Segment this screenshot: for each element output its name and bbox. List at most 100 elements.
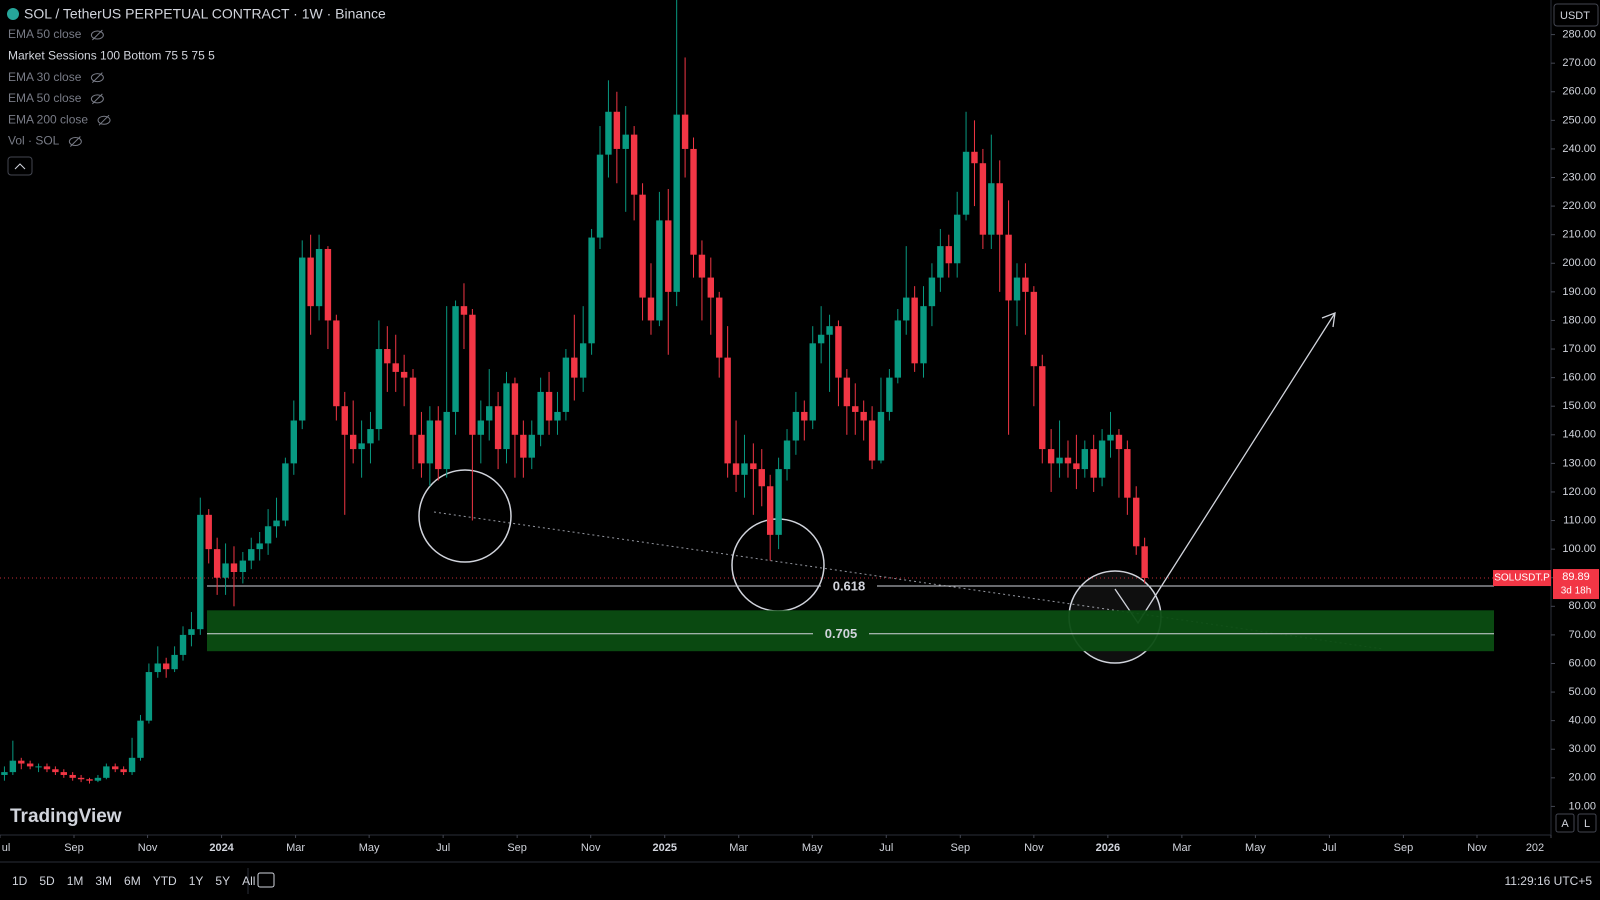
candle-body [741,463,748,475]
candle-body [766,486,774,535]
candle-body [520,434,527,458]
x-tick-label: 2025 [652,842,676,854]
candle-body [52,769,59,773]
circle-marker [418,469,512,563]
plot-area: 0.618 0.705 10.00 20.00 30.00 40.00 50.00 60.00… [0,0,1599,854]
candle-body [868,420,876,461]
range-button[interactable]: 1Y [189,874,204,888]
candle-body [384,349,391,364]
candle-body [716,297,723,358]
candle-body [477,420,485,435]
range-button[interactable]: All [242,874,255,888]
price-tag-bg [1553,569,1599,600]
y-tick-label: 80.00 [1568,600,1596,612]
candle-body [511,383,519,435]
candle-body [783,440,791,470]
candle-body [120,769,127,773]
candle-body [809,343,816,421]
candle-body [435,420,442,470]
range-button[interactable]: 5Y [215,874,230,888]
candle-body [324,248,332,321]
y-tick-label: 100.00 [1562,543,1596,555]
candle-body [852,406,859,412]
candle-body [1081,449,1089,470]
currency-button[interactable] [1553,3,1599,27]
candle-body [588,237,595,344]
y-tick-label: 240.00 [1562,143,1596,155]
auto-scale-button[interactable] [1555,813,1575,833]
x-tick-label: Mar [1172,842,1191,854]
x-tick-label: 2026 [1096,842,1120,854]
candle-body [358,443,365,450]
candle-body [179,634,187,655]
hidden-icon[interactable] [90,73,104,83]
x-tick-label: 202 [1526,842,1544,854]
candle-body [112,766,119,770]
date-range-icon[interactable] [257,872,275,888]
candle-body [137,720,144,758]
candle-body [418,434,425,464]
range-button[interactable]: 6M [124,874,141,888]
range-button[interactable]: 3M [95,874,112,888]
hidden-icon-slash [98,114,110,126]
candle-body [282,463,289,521]
y-tick-label: 260.00 [1562,86,1596,98]
candle-body [639,194,646,298]
hidden-icon[interactable] [90,30,104,40]
candle-body [315,248,323,307]
candle-body [273,520,280,527]
candle-body [937,246,944,278]
candle-body [920,306,927,364]
candle-body [1073,463,1080,470]
hidden-icon[interactable] [68,137,82,146]
candle-body [1141,546,1148,579]
candle-body [400,371,408,378]
hidden-icon-slash [92,93,103,105]
x-tick-label: Nov [581,842,601,854]
range-button[interactable]: 1M [67,874,84,888]
candle-body [333,320,340,407]
hidden-icon[interactable] [97,115,111,125]
y-tick-label: 120.00 [1562,486,1596,498]
candle-body [222,563,229,578]
x-tick-label: Jul [879,842,893,854]
candle-body [392,363,399,372]
countdown: 3d 18h [1561,586,1592,597]
indicator-label: EMA 30 close [8,70,82,84]
y-tick-label: 250.00 [1562,114,1596,126]
candle-body [1030,291,1038,367]
candle-body [205,514,212,550]
candle-body [1047,449,1055,464]
x-tick-label: Sep [951,842,971,854]
x-tick-label: ul [2,842,11,854]
range-button[interactable]: YTD [153,874,177,888]
candle-body [77,777,85,780]
candle-body [503,383,510,450]
candle-body [817,334,825,344]
y-tick-label: 40.00 [1568,715,1596,727]
candle-body [171,654,178,670]
candle-body [979,163,987,235]
y-tick-label: 270.00 [1562,57,1596,69]
candle-body [409,377,417,435]
indicator-label: EMA 50 close [8,27,82,41]
log-scale-button[interactable] [1577,813,1597,833]
collapse-button[interactable] [7,156,33,176]
candle-body [9,760,17,773]
y-tick-label: 150.00 [1562,400,1596,412]
candle-body [94,777,102,781]
candle-body [1064,457,1072,464]
hidden-icon[interactable] [90,94,104,104]
candle-body [1013,277,1021,301]
candle-body [1039,366,1046,450]
symbol-logo [7,8,19,20]
symbol-tag-bg [1493,570,1551,587]
range-button[interactable]: 5D [39,874,55,888]
y-tick-label: 190.00 [1562,286,1596,298]
arrow-head [1321,311,1336,328]
range-button[interactable]: 1D [12,874,28,888]
candle-body [843,377,851,407]
candle-body [1107,434,1114,441]
